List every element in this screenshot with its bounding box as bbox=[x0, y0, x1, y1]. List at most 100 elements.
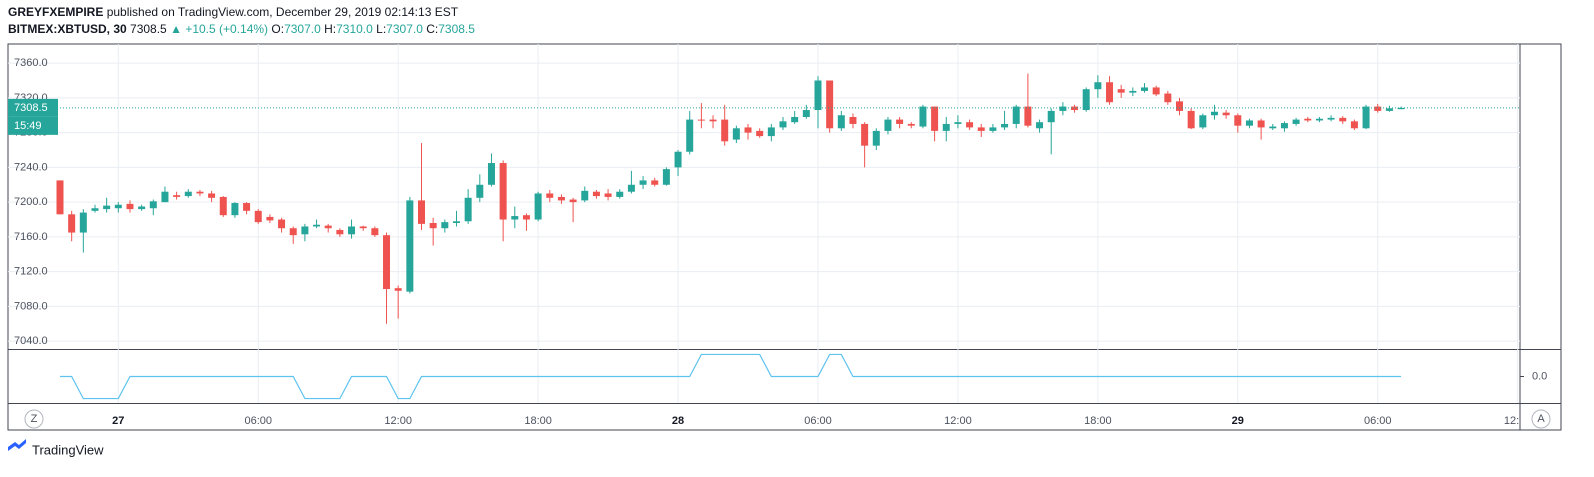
candle-body bbox=[861, 123, 869, 146]
candle-body bbox=[429, 223, 437, 229]
candle-body bbox=[1141, 87, 1149, 91]
x-tick-label: 28 bbox=[672, 415, 684, 427]
open-value: 7307.0 bbox=[284, 22, 321, 36]
y-tick-label: 7160.0 bbox=[14, 231, 48, 243]
y-tick-label: 7040.0 bbox=[14, 335, 48, 347]
candle-body bbox=[243, 203, 251, 211]
candle-body bbox=[79, 212, 87, 233]
candle-body bbox=[744, 127, 752, 133]
candle-body bbox=[359, 226, 367, 229]
candle-body bbox=[1012, 106, 1020, 124]
candle-body bbox=[662, 169, 670, 185]
candle-body bbox=[301, 226, 309, 235]
candle-body bbox=[511, 216, 519, 220]
candle-body bbox=[1280, 123, 1288, 129]
candle-body bbox=[546, 193, 554, 198]
candle-body bbox=[627, 184, 635, 192]
candle-body bbox=[1339, 117, 1347, 122]
candle-body bbox=[499, 163, 507, 220]
candle-body bbox=[1024, 106, 1032, 126]
candle-body bbox=[954, 122, 962, 124]
candle-body bbox=[1175, 101, 1183, 111]
candle-body bbox=[942, 123, 950, 131]
candle-body bbox=[371, 228, 379, 236]
candle-body bbox=[336, 229, 344, 235]
candle-body bbox=[1327, 117, 1335, 120]
candle-body bbox=[814, 80, 822, 111]
candle-body bbox=[674, 151, 682, 168]
last-price-label: 7308.5 bbox=[14, 102, 48, 114]
x-tick-label: 18:00 bbox=[1084, 415, 1112, 427]
y-tick-label: 7240.0 bbox=[14, 161, 48, 173]
candle-body bbox=[872, 130, 880, 146]
x-tick-label: 12:00 bbox=[1504, 415, 1532, 427]
candle-body bbox=[709, 119, 717, 122]
candle-body bbox=[138, 206, 146, 210]
candle-body bbox=[231, 203, 239, 216]
candle-body bbox=[896, 119, 904, 124]
candle-body bbox=[149, 201, 157, 209]
candle-body bbox=[581, 190, 589, 201]
candle-body bbox=[161, 191, 169, 203]
indicator-line bbox=[60, 353, 1402, 400]
candle-body bbox=[1199, 115, 1207, 128]
x-tick-label: 18:00 bbox=[524, 415, 552, 427]
auto-button-label[interactable]: A bbox=[1537, 413, 1545, 425]
candle-body bbox=[196, 191, 204, 194]
candle-body bbox=[837, 115, 845, 129]
candle-body bbox=[1036, 122, 1044, 129]
candle-body bbox=[534, 193, 542, 220]
countdown-label: 15:49 bbox=[14, 120, 42, 132]
candle-body bbox=[907, 123, 915, 126]
candle-body bbox=[966, 122, 974, 128]
x-tick-label: 29 bbox=[1232, 415, 1244, 427]
zoom-button[interactable] bbox=[24, 409, 44, 429]
candle-body bbox=[1082, 89, 1090, 111]
y-tick-label: 7360.0 bbox=[14, 57, 48, 69]
zoom-button-label[interactable]: Z bbox=[31, 413, 38, 425]
candle-body bbox=[103, 205, 111, 210]
candle-body bbox=[826, 80, 834, 129]
candle-body bbox=[383, 235, 391, 290]
candle-body bbox=[1269, 126, 1277, 129]
candle-body bbox=[1059, 106, 1067, 111]
y-tick-label: 7120.0 bbox=[14, 266, 48, 278]
candle-body bbox=[1292, 119, 1300, 124]
x-tick-label: 12:00 bbox=[384, 415, 412, 427]
candle-body bbox=[266, 216, 274, 221]
candle-body bbox=[126, 203, 134, 210]
candle-body bbox=[1385, 108, 1393, 111]
candle-body bbox=[56, 180, 64, 215]
open-label: O: bbox=[271, 22, 285, 36]
candle-body bbox=[278, 219, 286, 229]
candle-body bbox=[1222, 112, 1230, 116]
candle-body bbox=[1350, 121, 1358, 129]
candle-body bbox=[1129, 90, 1137, 93]
symbol: BITMEX:XBTUSD, 30 bbox=[8, 22, 127, 36]
symbol-line: BITMEX:XBTUSD, 30 7308.5 ▲ +10.5 (+0.14%… bbox=[8, 21, 475, 38]
candle-body bbox=[114, 204, 122, 209]
candle-body bbox=[406, 200, 414, 292]
candle-body bbox=[604, 193, 612, 197]
candle-body bbox=[884, 119, 892, 131]
high-value: 7310.0 bbox=[336, 22, 373, 36]
candle-body bbox=[1187, 110, 1195, 129]
candle-body bbox=[1210, 111, 1218, 116]
candle-body bbox=[732, 128, 740, 140]
candle-body bbox=[394, 288, 402, 291]
candle-body bbox=[348, 226, 356, 235]
candle-body bbox=[849, 116, 857, 124]
auto-button[interactable] bbox=[1531, 409, 1551, 429]
candle-body bbox=[1047, 110, 1055, 123]
candle-body bbox=[487, 163, 495, 185]
y-tick-label: 7080.0 bbox=[14, 300, 48, 312]
logo-icon bbox=[8, 439, 26, 451]
candle-body bbox=[173, 195, 181, 197]
low-value: 7307.0 bbox=[386, 22, 423, 36]
candle-body bbox=[324, 225, 332, 229]
low-label: L: bbox=[376, 22, 387, 36]
indicator-tick-label: 0.0 bbox=[1532, 370, 1547, 382]
candle-body bbox=[1315, 118, 1323, 121]
candle-body bbox=[989, 127, 997, 131]
